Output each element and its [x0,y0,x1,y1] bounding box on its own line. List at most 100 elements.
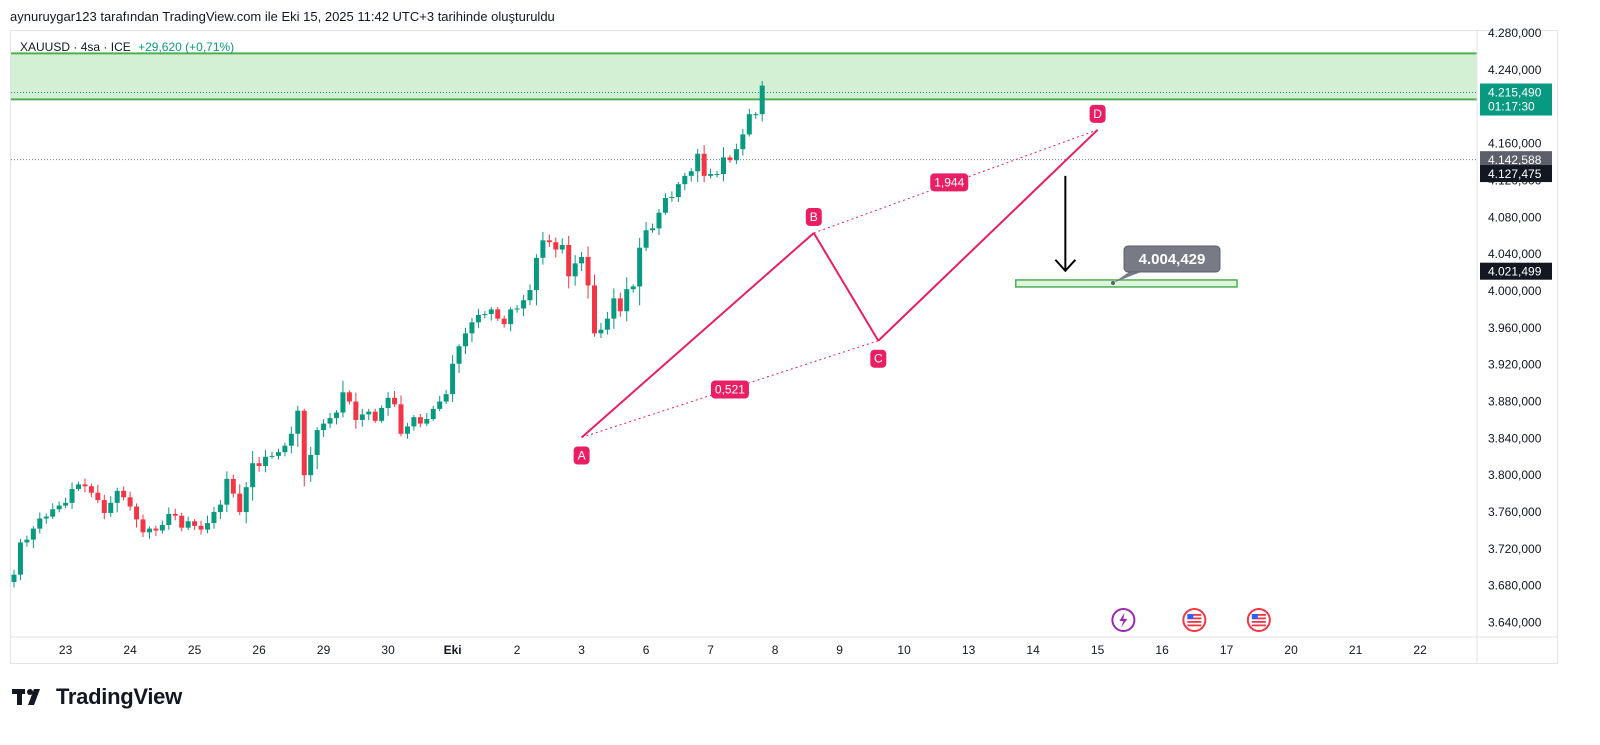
candle[interactable] [514,304,520,313]
candle[interactable] [508,307,514,332]
legend-symbol[interactable]: XAUUSD [20,40,71,54]
candle[interactable] [237,484,243,516]
candle[interactable] [430,405,436,421]
target-callout-box[interactable] [1123,245,1221,273]
candle[interactable] [753,112,759,119]
candle[interactable] [359,408,365,427]
pattern-point-label[interactable]: A [573,446,590,465]
pattern-point-label[interactable]: D [1089,104,1106,123]
candle[interactable] [314,427,320,470]
candle[interactable] [134,503,140,528]
candle[interactable] [604,311,610,335]
candle[interactable] [701,145,707,183]
candle[interactable] [17,538,23,581]
candle[interactable] [101,494,107,520]
legend-interval[interactable]: 4sa [80,40,101,54]
candle[interactable] [146,526,152,539]
candle[interactable] [346,390,352,405]
candle[interactable] [82,478,88,493]
candle[interactable] [56,501,62,513]
candle[interactable] [695,148,701,183]
candle[interactable] [295,405,301,447]
candle[interactable] [688,168,694,182]
candle[interactable] [398,395,404,437]
candle[interactable] [521,294,527,317]
candle[interactable] [76,481,81,492]
candle[interactable] [708,168,714,179]
price-axis-label[interactable] [1480,262,1552,280]
candle[interactable] [250,451,256,501]
candle[interactable] [179,512,185,532]
candle[interactable] [334,410,339,425]
candle[interactable] [450,355,456,402]
candle[interactable] [501,315,507,328]
candle[interactable] [733,143,739,164]
candle[interactable] [566,235,572,289]
candle[interactable] [553,237,559,258]
candle[interactable] [495,307,501,321]
candle[interactable] [656,209,662,236]
candle[interactable] [424,412,430,427]
candle[interactable] [63,497,69,509]
pattern-ratio-label[interactable]: 0,521 [710,380,749,399]
tradingview-brand[interactable]: TradingView [12,684,182,710]
candle[interactable] [662,193,668,215]
candle[interactable] [205,515,210,534]
candle[interactable] [11,569,17,588]
candle[interactable] [327,412,333,429]
candle[interactable] [198,520,204,535]
candle[interactable] [404,422,410,439]
candle[interactable] [243,481,249,524]
candle[interactable] [540,232,546,265]
candle[interactable] [727,155,733,163]
pattern-ratio-label[interactable]: 1,944 [930,173,969,192]
candle[interactable] [224,471,230,513]
candle[interactable] [559,238,565,254]
candle[interactable] [88,483,94,498]
candle[interactable] [572,255,578,286]
candle[interactable] [192,519,198,530]
candle[interactable] [592,274,597,337]
candle[interactable] [385,392,391,416]
candle[interactable] [140,514,146,538]
candle[interactable] [275,448,281,460]
pattern-point-label[interactable]: C [870,349,887,368]
candle[interactable] [482,311,488,319]
candle[interactable] [301,408,307,487]
candle[interactable] [682,172,688,191]
candle[interactable] [585,246,591,299]
candle[interactable] [533,254,539,306]
candle[interactable] [159,520,165,534]
candle[interactable] [217,500,223,520]
candle[interactable] [30,526,36,549]
candle[interactable] [340,380,346,418]
candle[interactable] [437,395,443,412]
candle[interactable] [321,419,327,438]
candle[interactable] [759,81,765,122]
candle[interactable] [721,147,726,182]
candle[interactable] [617,292,623,317]
resistance-zone[interactable] [11,53,1477,100]
price-axis-label[interactable] [1480,83,1552,116]
candle[interactable] [166,507,172,530]
candle[interactable] [650,223,656,233]
candle[interactable] [463,327,468,355]
candle[interactable] [392,390,398,407]
candle[interactable] [211,506,217,529]
candle[interactable] [366,408,372,421]
candle[interactable] [669,191,675,202]
candle[interactable] [353,392,359,429]
candle[interactable] [172,508,178,521]
price-axis-label[interactable] [1480,165,1552,183]
chart-frame[interactable] [10,30,1558,664]
candle[interactable] [469,317,475,343]
candle[interactable] [69,482,75,509]
candle[interactable] [282,442,288,457]
candle[interactable] [643,221,649,252]
candle[interactable] [308,446,314,482]
candle[interactable] [114,487,120,513]
target-zone[interactable] [1015,279,1238,288]
candle[interactable] [95,484,101,504]
candle[interactable] [37,512,43,534]
